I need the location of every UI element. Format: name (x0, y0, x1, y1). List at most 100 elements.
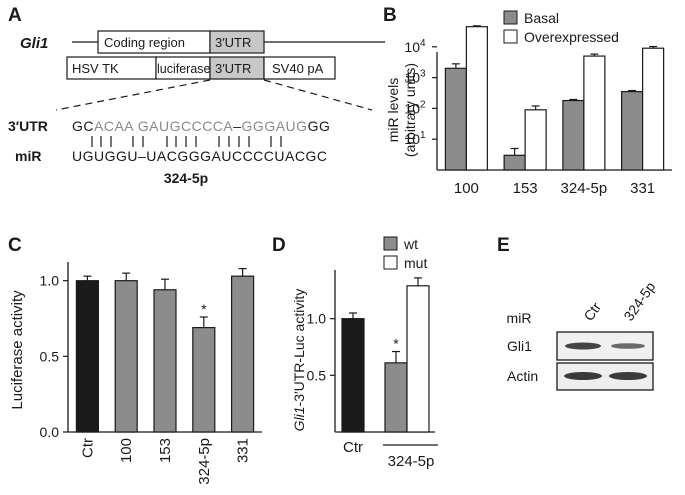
chart-d-bar-mut (406, 285, 430, 433)
chart-d-bar-wt (384, 362, 408, 433)
chart-b-ytick-label-2: 103 (404, 69, 426, 86)
blot-mir-label: miR (507, 310, 532, 326)
panel-d-ylabel-gene: Gli1 (291, 406, 307, 431)
chart-c-bar-331 (231, 275, 255, 433)
chart-b-xlabel-1: 153 (513, 180, 538, 197)
blot-band-gli1-324 (611, 343, 645, 349)
utr-box (209, 30, 265, 54)
panel-b: B Basal Overexpressed miR levels (arbitr… (383, 5, 672, 197)
sv40-label: SV40 pA (272, 61, 324, 76)
chart-b-bar-100-Overexpressed (465, 26, 488, 171)
chart-d-group-label: 324-5p (388, 453, 435, 470)
legend-mut-label: mut (404, 255, 427, 271)
panel-a-letter: A (8, 5, 22, 26)
mir-name: 324-5p (164, 170, 208, 186)
chart-c-ytick-label-2: 1.0 (40, 273, 60, 289)
chart-d-significance-0: * (393, 336, 399, 352)
chart-b-ytick-label-3: 104 (404, 38, 426, 55)
utr-label: 3′UTR (215, 35, 251, 50)
chart-b-bar-331-Overexpressed (642, 47, 665, 171)
panel-c: C Luciferase activity 0.0 0.5 1.0 Ctr 100 153… (8, 235, 262, 485)
hsv-tk-label: HSV TK (72, 61, 119, 76)
panel-e: E miR Ctr 324-5p Gli1 Actin (497, 235, 659, 391)
panel-a: A Gli1 Coding region 3′UTR HSV TK lucife… (8, 5, 385, 186)
panel-c-letter: C (8, 235, 22, 256)
chart-c-bar-Ctr (75, 280, 100, 433)
expand-line-left (55, 79, 211, 111)
panel-e-letter: E (497, 235, 510, 256)
blot-band-actin-324 (609, 372, 647, 380)
utr-seq-segment-4: GG (308, 118, 331, 134)
luciferase-label: luciferase (157, 62, 211, 76)
chart-b-bar-100-Basal (444, 67, 467, 171)
utr-seq-segment-0: GC (72, 118, 94, 134)
chart-b-xlabel-0: 100 (454, 180, 479, 197)
gene-label: Gli1 (20, 35, 48, 52)
chart-b-ytick-exp-0: 1 (420, 130, 426, 141)
panel-d-ylabel-rest: -3′UTR-Luc activity (291, 289, 307, 407)
chart-c-bar-153 (153, 289, 177, 433)
chart-b-ytick-label-0: 101 (404, 130, 426, 147)
blot-band-actin-ctr (564, 372, 602, 380)
legend-wt-label: wt (403, 236, 418, 252)
chart-b-xlabel-2: 324-5p (561, 180, 608, 197)
panel-b-letter: B (383, 5, 397, 26)
utr-row-label: 3′UTR (8, 118, 48, 134)
blot-row-gli1: Gli1 (507, 338, 532, 354)
legend-mut-swatch (383, 255, 398, 270)
chart-d-bar-Ctr (341, 318, 365, 433)
chart-c: 0.0 0.5 1.0 Ctr 100 153 324-5p 331 * (40, 262, 262, 485)
chart-d-ytick-label-1: 1.0 (307, 311, 327, 327)
chart-b-ytick-base-2: 10 (404, 70, 420, 86)
chart-b-ytick-exp-3: 4 (420, 38, 426, 49)
chart-d-ytick-label-0: 0.5 (307, 367, 327, 383)
chart-b-xlabel-3: 331 (630, 180, 655, 197)
chart-d-xlabel-ctr: Ctr (343, 439, 363, 456)
chart-c-xlabel-4: 331 (235, 438, 252, 463)
utr-seq-segment-1: ACAA GAUGCCCCA (94, 118, 233, 134)
legend-basal-swatch (503, 10, 518, 25)
coding-region-label: Coding region (104, 35, 185, 50)
chart-d: 0.5 1.0 * Ctr 324-5p (307, 270, 438, 470)
blot-lane-ctr: Ctr (580, 299, 604, 324)
panel-d: D wt mut Gli1-3′UTR-Luc activity 0.5 1.0 *… (272, 235, 438, 470)
chart-c-xlabel-2: 153 (157, 438, 174, 463)
chart-b-bar-324-5p-Overexpressed (583, 55, 606, 171)
panel-b-ylabel-2: (arbitrary units) (402, 63, 418, 157)
chart-c-xlabel-1: 100 (118, 438, 135, 463)
panel-b-ylabel-1: miR levels (385, 78, 401, 143)
chart-b-bar-331-Basal (621, 91, 644, 171)
mir-sequence: UGUGGU–UACGGGAUCCCCUACGC (72, 148, 327, 164)
chart-b-ytick-base-1: 10 (404, 100, 420, 116)
utr-seq-segment-2: – (233, 118, 241, 134)
chart-b-bar-324-5p-Basal (562, 99, 585, 171)
legend-overexpressed-swatch (503, 29, 518, 44)
chart-c-xlabel-3: 324-5p (196, 438, 213, 485)
chart-b-bar-153-Basal (503, 154, 526, 171)
panel-d-letter: D (272, 235, 286, 256)
chart-b-ytick-exp-1: 2 (420, 99, 426, 110)
chart-b-ytick-exp-2: 3 (420, 69, 426, 80)
panel-d-ylabel: Gli1-3′UTR-Luc activity (291, 289, 307, 432)
chart-b-bar-153-Overexpressed (524, 109, 547, 171)
legend-basal-label: Basal (524, 10, 559, 26)
chart-c-bar-100 (114, 280, 138, 433)
chart-c-significance-0: * (201, 301, 207, 317)
utr-seq-segment-3: GGGAUG (242, 118, 308, 134)
blot-band-gli1-ctr (565, 342, 601, 350)
base-pair-marks (91, 136, 282, 147)
panel-c-ylabel: Luciferase activity (9, 290, 26, 410)
legend-wt-swatch (383, 236, 398, 251)
utr-sequence: GCACAA GAUGCCCCA–GGGAUGGG (72, 118, 330, 134)
chart-c-xlabel-0: Ctr (79, 438, 96, 458)
legend-overexpressed-label: Overexpressed (524, 29, 619, 45)
blot-row-actin: Actin (507, 368, 538, 384)
chart-b-ytick-base-3: 10 (404, 39, 420, 55)
chart-c-bar-324-5p (192, 327, 216, 433)
mir-row-label: miR (15, 148, 41, 164)
chart-b-ytick-label-1: 102 (404, 99, 426, 116)
blot-lane-324: 324-5p (620, 279, 658, 324)
sv40-box (263, 56, 336, 80)
